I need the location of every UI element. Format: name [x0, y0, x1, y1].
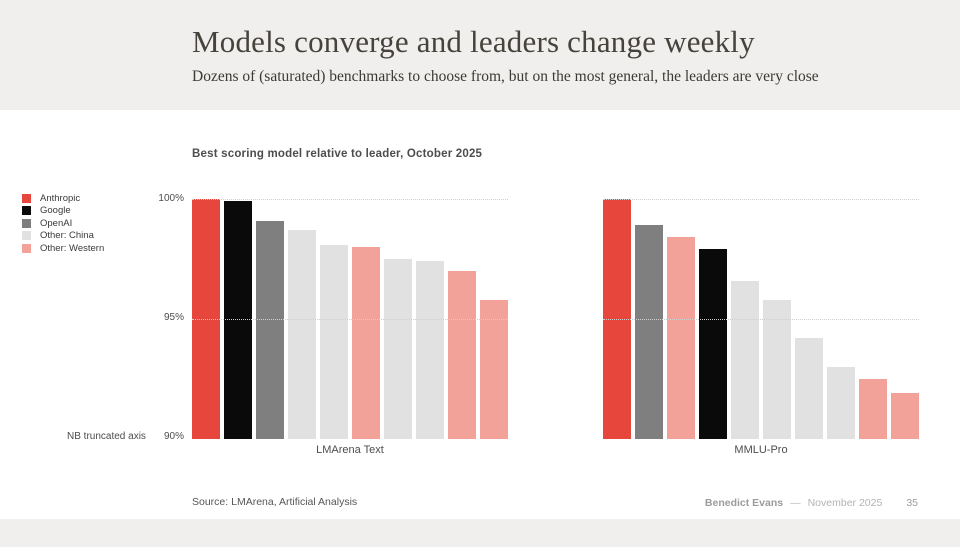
bar-other-china — [795, 338, 823, 439]
bar-other-western — [480, 299, 508, 439]
legend-swatch-other-china — [22, 231, 31, 241]
bar-other-western — [891, 393, 919, 439]
footer-date: November 2025 — [807, 497, 883, 509]
source-note: Source: LMArena, Artificial Analysis — [192, 496, 358, 508]
legend-item-anthropic: Anthropic — [22, 192, 104, 205]
y-tick-95: 95% — [163, 312, 184, 323]
bar-other-china — [288, 230, 316, 439]
slide-subtitle: Dozens of (saturated) benchmarks to choo… — [192, 68, 819, 85]
bar-other-china — [763, 299, 791, 439]
legend-label: Anthropic — [40, 192, 81, 204]
page-number: 35 — [906, 497, 918, 509]
legend-swatch-google — [22, 206, 31, 216]
bottom-band — [0, 519, 960, 547]
legend-swatch-other-western — [22, 243, 31, 253]
legend-label: Google — [40, 205, 71, 217]
legend-item-other-china: Other: China — [22, 230, 104, 243]
legend-swatch-anthropic — [22, 193, 31, 203]
bar-chart-mmlu-pro — [603, 199, 919, 439]
gridline-95 — [192, 319, 508, 320]
bar-other-china — [320, 244, 348, 439]
legend-label: Other: Western — [40, 242, 105, 254]
legend-item-other-western: Other: Western — [22, 242, 104, 255]
legend: Anthropic Google OpenAI Other: China Other: … — [22, 192, 104, 255]
header-band: Models converge and leaders change weekl… — [0, 0, 960, 110]
legend-swatch-openai — [22, 218, 31, 228]
legend-item-google: Google — [22, 205, 104, 218]
x-axis-label-lmarena: LMArena Text — [316, 444, 384, 456]
slide-title: Models converge and leaders change weekl… — [192, 24, 755, 59]
bar-openai — [635, 225, 663, 439]
bar-other-western — [859, 379, 887, 439]
bar-other-western — [352, 247, 380, 439]
legend-label: Other: China — [40, 230, 94, 242]
legend-label: OpenAI — [40, 217, 73, 229]
legend-item-openai: OpenAI — [22, 217, 104, 230]
y-tick-90: 90% — [163, 431, 184, 442]
bar-other-china — [731, 280, 759, 439]
bar-other-china — [416, 261, 444, 439]
bar-chart-lmarena — [192, 199, 508, 439]
footer: Benedict Evans — November 2025 35 — [705, 497, 918, 509]
bar-openai — [256, 220, 284, 439]
bar-other-china — [827, 367, 855, 439]
truncated-axis-note: NB truncated axis — [67, 431, 146, 442]
gridline-95 — [603, 319, 919, 320]
gridline-100 — [192, 199, 508, 200]
bar-google — [699, 249, 727, 439]
bar-other-western — [667, 237, 695, 439]
bar-other-western — [448, 271, 476, 439]
chart-title: Best scoring model relative to leader, O… — [192, 148, 483, 160]
bar-google — [224, 201, 252, 439]
bar-other-china — [384, 259, 412, 439]
footer-separator: — — [790, 497, 801, 509]
footer-author: Benedict Evans — [704, 497, 784, 509]
gridline-100 — [603, 199, 919, 200]
x-axis-label-mmlu-pro: MMLU-Pro — [734, 444, 788, 456]
y-tick-100: 100% — [158, 193, 184, 204]
